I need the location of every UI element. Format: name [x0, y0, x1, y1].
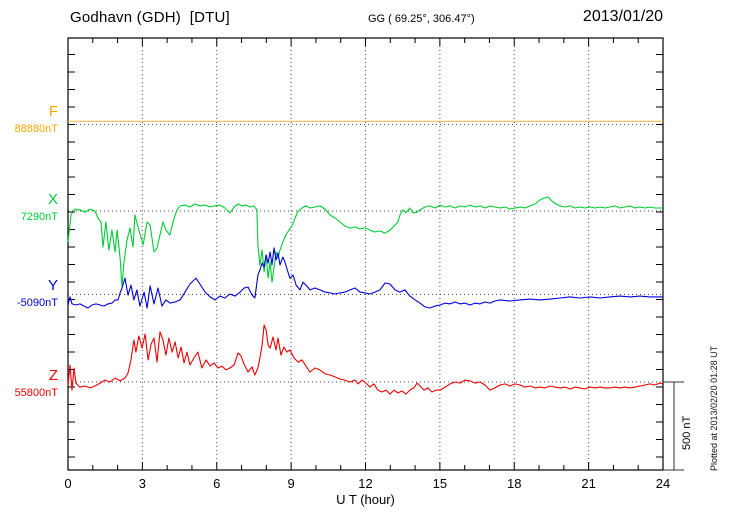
observation-date: 2013/01/20 — [582, 8, 663, 25]
x-tick-label-3: 3 — [138, 476, 146, 491]
x-axis-label: U T (hour) — [336, 492, 395, 507]
station-title: Godhavn (GDH) [DTU] — [70, 9, 230, 26]
trace-y — [67, 247, 663, 309]
geographic-coordinates: GG ( 69.25°, 306.47°) — [368, 13, 475, 25]
channel-label-y: Y -5090nT — [0, 277, 58, 309]
channel-baseline-z: 55800nT — [14, 386, 58, 399]
x-tick-label-9: 9 — [287, 476, 295, 491]
channel-letter-z: Z — [48, 367, 58, 384]
channel-label-f: F 88880nT — [0, 103, 58, 135]
x-tick-label-21: 21 — [581, 476, 596, 491]
x-tick-label-6: 6 — [213, 476, 221, 491]
trace-x — [67, 196, 663, 288]
channel-letter-f: F — [48, 103, 58, 120]
x-tick-label-0: 0 — [64, 476, 72, 491]
channel-baseline-x: 7290nT — [20, 210, 58, 223]
plotted-at-footnote: Plotted at 2013/02/20 01:28 UT — [709, 345, 719, 471]
channel-label-x: X 7290nT — [0, 191, 58, 223]
x-tick-label-12: 12 — [358, 476, 373, 491]
x-tick-label-18: 18 — [507, 476, 522, 491]
x-tick-label-24: 24 — [655, 476, 671, 491]
channel-baseline-y: -5090nT — [17, 296, 58, 309]
channel-baseline-f: 88880nT — [14, 122, 58, 135]
x-tick-label-15: 15 — [432, 476, 448, 491]
channel-label-z: Z 55800nT — [0, 367, 58, 399]
channel-letter-y: Y — [47, 277, 58, 294]
trace-z — [67, 324, 664, 395]
scale-bar-label: 500 nT — [681, 415, 693, 450]
channel-letter-x: X — [47, 191, 58, 208]
